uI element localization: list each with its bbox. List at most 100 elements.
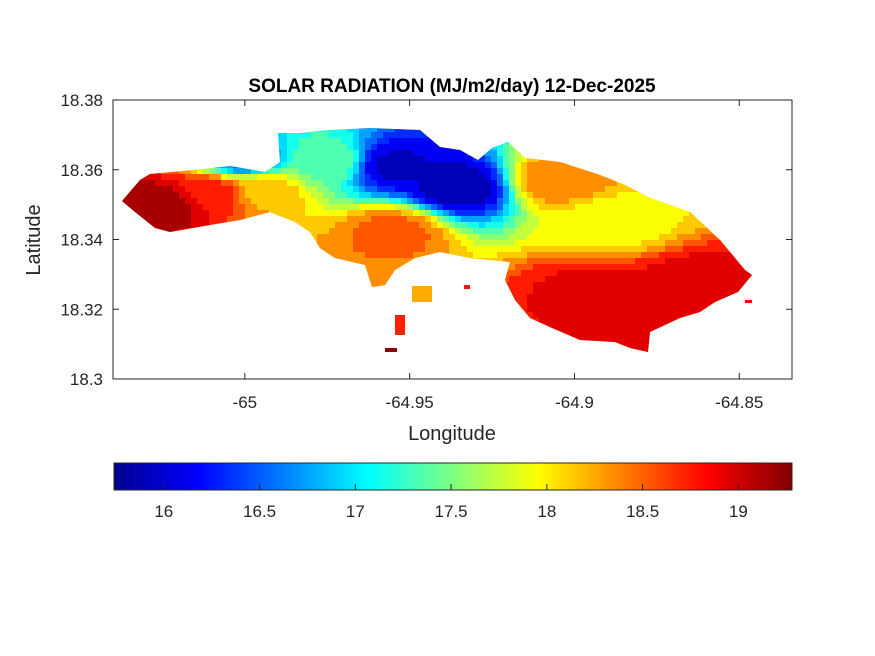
heat-cell (143, 162, 149, 168)
heat-cell (203, 186, 209, 192)
heat-cell (113, 258, 119, 264)
heat-cell (455, 288, 461, 294)
heat-cell (281, 168, 287, 174)
heat-cell (527, 354, 533, 360)
heat-cell (503, 324, 509, 330)
heat-cell (329, 354, 335, 360)
heat-cell (545, 198, 551, 204)
heat-cell (695, 120, 701, 126)
heat-cell (515, 276, 521, 282)
heat-cell (383, 330, 389, 336)
heat-cell (215, 204, 221, 210)
heat-cell (197, 252, 203, 258)
heat-cell (443, 174, 449, 180)
heat-cell (341, 156, 347, 162)
heat-cell (419, 144, 425, 150)
heat-cell (269, 336, 275, 342)
heat-cell (215, 180, 221, 186)
heat-cell (419, 342, 425, 348)
heat-cell (365, 234, 371, 240)
heat-cell (125, 128, 131, 132)
heat-cell (725, 180, 731, 186)
heat-cell (719, 312, 725, 318)
heat-cell (785, 204, 791, 210)
heat-cell (353, 342, 359, 348)
heat-cell (671, 168, 677, 174)
heat-cell (239, 300, 245, 306)
heat-cell (191, 312, 197, 318)
heat-cell (509, 198, 515, 204)
heat-cell (401, 282, 407, 288)
heat-cell (653, 318, 659, 324)
heat-cell (551, 288, 557, 294)
heat-cell (443, 348, 449, 352)
heat-cell (641, 186, 647, 192)
heat-cell (767, 120, 773, 126)
heat-cell (341, 120, 347, 126)
heat-cell (191, 138, 197, 144)
heat-cell (185, 216, 191, 222)
heat-cell (707, 150, 713, 156)
heat-cell (209, 276, 215, 282)
heat-cell (575, 330, 581, 336)
heat-cell (377, 132, 383, 138)
heat-cell (713, 162, 719, 168)
heat-cell (359, 288, 365, 294)
heat-cell (317, 162, 323, 168)
heat-cell (329, 150, 335, 156)
heat-cell (353, 282, 359, 288)
heat-cell (695, 210, 701, 216)
heat-cell (449, 318, 455, 324)
heat-cell (719, 270, 725, 276)
heat-cell (359, 216, 365, 222)
heat-cell (593, 150, 599, 156)
heat-cell (707, 138, 713, 144)
heat-cell (173, 168, 179, 174)
heat-cell (533, 246, 539, 252)
heat-cell (167, 198, 173, 204)
heat-cell (257, 192, 263, 198)
heat-cell (173, 192, 179, 198)
heat-cell (335, 294, 341, 300)
heat-cell (359, 258, 365, 264)
heat-cell (371, 192, 377, 198)
heat-cell (473, 336, 479, 342)
heat-cell (755, 120, 761, 126)
heat-cell (557, 276, 563, 282)
heat-cell (479, 174, 485, 180)
heat-cell (419, 336, 425, 342)
heat-cell (539, 222, 545, 228)
heat-cell (497, 246, 503, 252)
heat-cell (785, 246, 791, 252)
heat-cell (779, 180, 785, 186)
heat-cell (779, 264, 785, 270)
heat-cell (239, 204, 245, 210)
heat-cell (191, 186, 197, 192)
heat-cell (719, 246, 725, 252)
heat-cell (209, 180, 215, 186)
heat-cell (341, 336, 347, 342)
heat-cell (317, 222, 323, 228)
heat-cell (443, 300, 449, 306)
heat-cell (233, 324, 239, 330)
heat-cell (299, 342, 305, 348)
heat-cell (155, 144, 161, 150)
heat-cell (665, 240, 671, 246)
heat-cell (413, 156, 419, 162)
heat-cell (155, 150, 161, 156)
heat-cell (767, 234, 773, 240)
heat-cell (179, 150, 185, 156)
heat-cell (143, 144, 149, 150)
heat-cell (365, 342, 371, 348)
heat-cell (119, 354, 125, 360)
heat-cell (323, 240, 329, 246)
heat-cell (617, 354, 623, 360)
heat-cell (431, 324, 437, 330)
heat-cell (671, 132, 677, 138)
heat-cell (215, 306, 221, 312)
heat-cell (245, 204, 251, 210)
heat-cell (233, 144, 239, 150)
heat-cell (647, 144, 653, 150)
heat-cell (221, 192, 227, 198)
heat-cell (587, 128, 593, 132)
